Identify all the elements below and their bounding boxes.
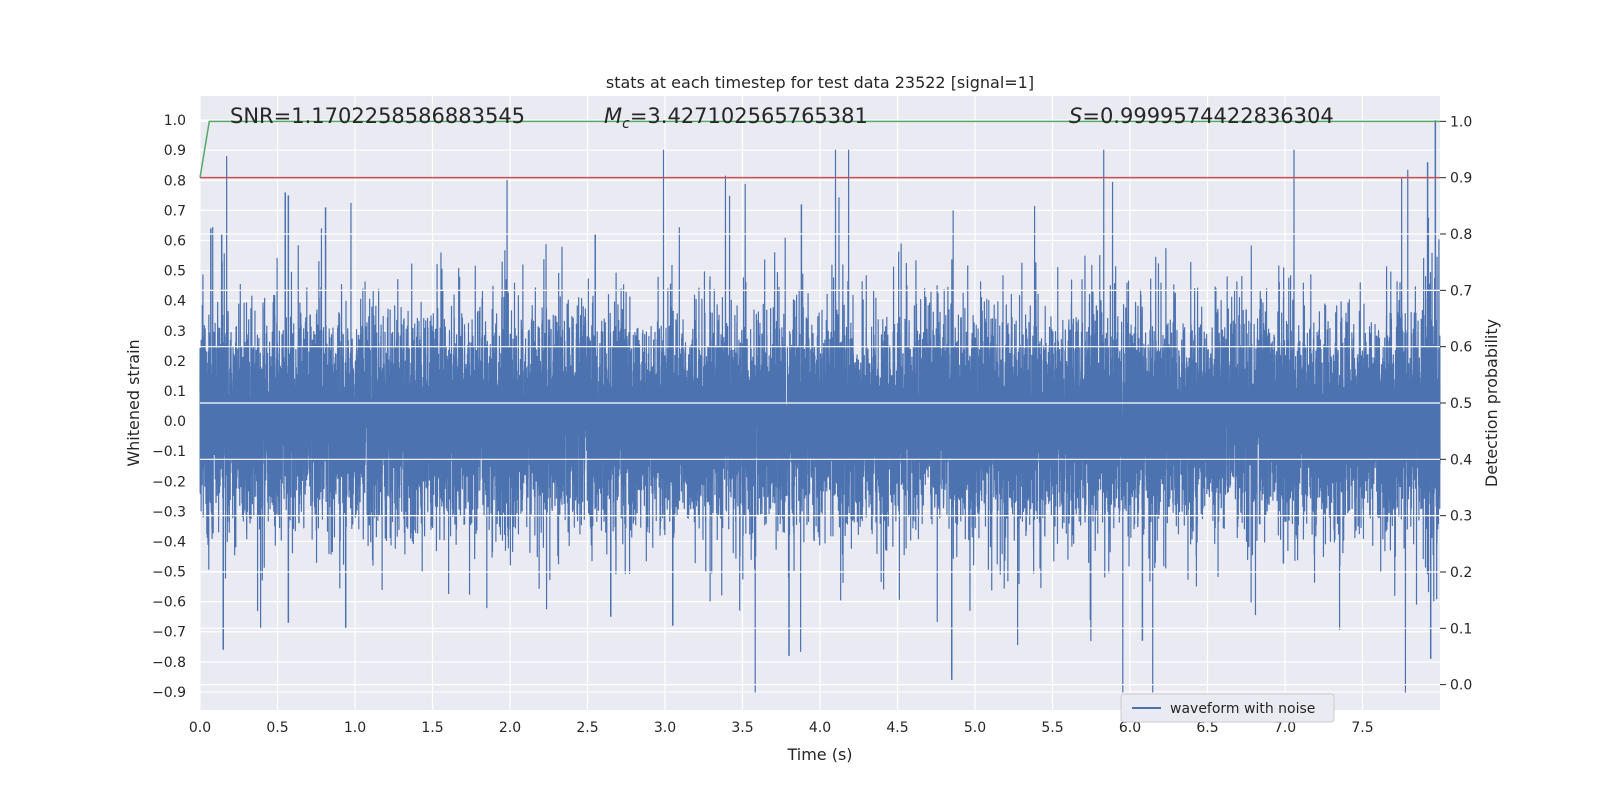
x-tick-labels: 0.0 0.5 1.0 1.5 2.0 2.5 3.0 3.5 4.0 4.5 5.0 5.5 6.0 6… bbox=[189, 720, 1374, 736]
chirp-mass-annotation: Mc=3.427102565765381 bbox=[604, 104, 868, 132]
y2-tick-label: 0.0 bbox=[1450, 678, 1472, 694]
y-tick-label: −0.1 bbox=[152, 444, 186, 460]
y-tick-label: −0.5 bbox=[152, 565, 186, 581]
x-tick-label: 5.5 bbox=[1041, 720, 1063, 736]
y2-tick-label: 0.9 bbox=[1450, 171, 1472, 187]
y-tick-label: 0.5 bbox=[164, 264, 186, 280]
y-tick-label: 0.1 bbox=[164, 384, 186, 400]
y2-tick-label: 1.0 bbox=[1450, 114, 1472, 130]
detection-probability-line bbox=[199, 120, 1440, 178]
chart-title: stats at each timestep for test data 235… bbox=[606, 73, 1034, 92]
chirp-mass-symbol: M bbox=[604, 104, 622, 128]
x-tick-label: 4.5 bbox=[886, 720, 908, 736]
y-tick-label: 1.0 bbox=[164, 113, 186, 129]
x-axis-label: Time (s) bbox=[786, 745, 852, 764]
y-tick-label: −0.4 bbox=[152, 534, 186, 550]
y-tick-label: 0.7 bbox=[164, 203, 186, 219]
s-value: =0.9999574422836304 bbox=[1082, 104, 1333, 128]
y2-axis-label: Detection probability bbox=[1482, 319, 1501, 487]
y2-tick-label: 0.7 bbox=[1450, 283, 1472, 299]
y-tick-label: −0.6 bbox=[152, 595, 186, 611]
x-tick-label: 2.5 bbox=[576, 720, 598, 736]
y-tick-label: 0.0 bbox=[164, 414, 186, 430]
x-tick-label: 0.0 bbox=[189, 720, 211, 736]
legend: waveform with noise bbox=[1120, 693, 1335, 723]
x-tick-label: 7.5 bbox=[1351, 720, 1373, 736]
y2-tick-label: 0.6 bbox=[1450, 340, 1472, 356]
y-tick-label: −0.7 bbox=[152, 625, 186, 641]
y-tick-label: 0.2 bbox=[164, 354, 186, 370]
waveform-series bbox=[199, 120, 1441, 693]
y2-tick-label: 0.1 bbox=[1450, 621, 1472, 637]
y-axis-label: Whitened strain bbox=[124, 339, 143, 466]
x-tick-label: 5.0 bbox=[964, 720, 986, 736]
chirp-mass-subscript: c bbox=[622, 116, 630, 132]
x-tick-label: 2.0 bbox=[499, 720, 521, 736]
legend-box bbox=[1120, 693, 1335, 723]
y2-tick-label: 0.5 bbox=[1450, 396, 1472, 412]
y-tick-label: 0.8 bbox=[164, 173, 186, 189]
chirp-mass-value: =3.427102565765381 bbox=[630, 104, 868, 128]
x-tick-label: 7.0 bbox=[1274, 720, 1296, 736]
y2-tick-label: 0.2 bbox=[1450, 565, 1472, 581]
s-symbol: S bbox=[1069, 104, 1082, 128]
x-tick-label: 3.5 bbox=[731, 720, 753, 736]
y-tick-label: 0.3 bbox=[164, 324, 186, 340]
y-tick-label: −0.2 bbox=[152, 474, 186, 490]
x-tick-label: 0.5 bbox=[266, 720, 288, 736]
y2-tick-labels: 1.0 0.9 0.8 0.7 0.6 0.5 0.4 0.3 0.2 0.1 0.0 bbox=[1440, 114, 1472, 694]
s-annotation: S=0.9999574422836304 bbox=[1069, 104, 1334, 128]
y-tick-label: −0.9 bbox=[152, 685, 186, 701]
x-tick-label: 3.0 bbox=[654, 720, 676, 736]
x-tick-label: 1.5 bbox=[421, 720, 443, 736]
snr-annotation: SNR=1.1702258586883545 bbox=[230, 104, 525, 128]
waveform-line bbox=[199, 149, 1441, 693]
x-tick-label: 6.0 bbox=[1119, 720, 1141, 736]
y-tick-label: −0.8 bbox=[152, 655, 186, 671]
legend-label: waveform with noise bbox=[1170, 701, 1315, 717]
y-tick-labels: 1.0 0.9 0.8 0.7 0.6 0.5 0.4 0.3 0.2 0.1 0.0 −0.1 −0.… bbox=[152, 113, 186, 701]
x-tick-label: 6.5 bbox=[1196, 720, 1218, 736]
x-tick-label: 1.0 bbox=[344, 720, 366, 736]
y-tick-label: −0.3 bbox=[152, 504, 186, 520]
y-tick-label: 0.6 bbox=[164, 233, 186, 249]
y-tick-label: 0.4 bbox=[164, 294, 186, 310]
probability-lines bbox=[199, 120, 1440, 179]
y2-tick-label: 0.4 bbox=[1450, 452, 1472, 468]
y2-tick-label: 0.3 bbox=[1450, 509, 1472, 525]
x-tick-label: 4.0 bbox=[809, 720, 831, 736]
y2-tick-label: 0.8 bbox=[1450, 227, 1472, 243]
y-tick-label: 0.9 bbox=[164, 143, 186, 159]
